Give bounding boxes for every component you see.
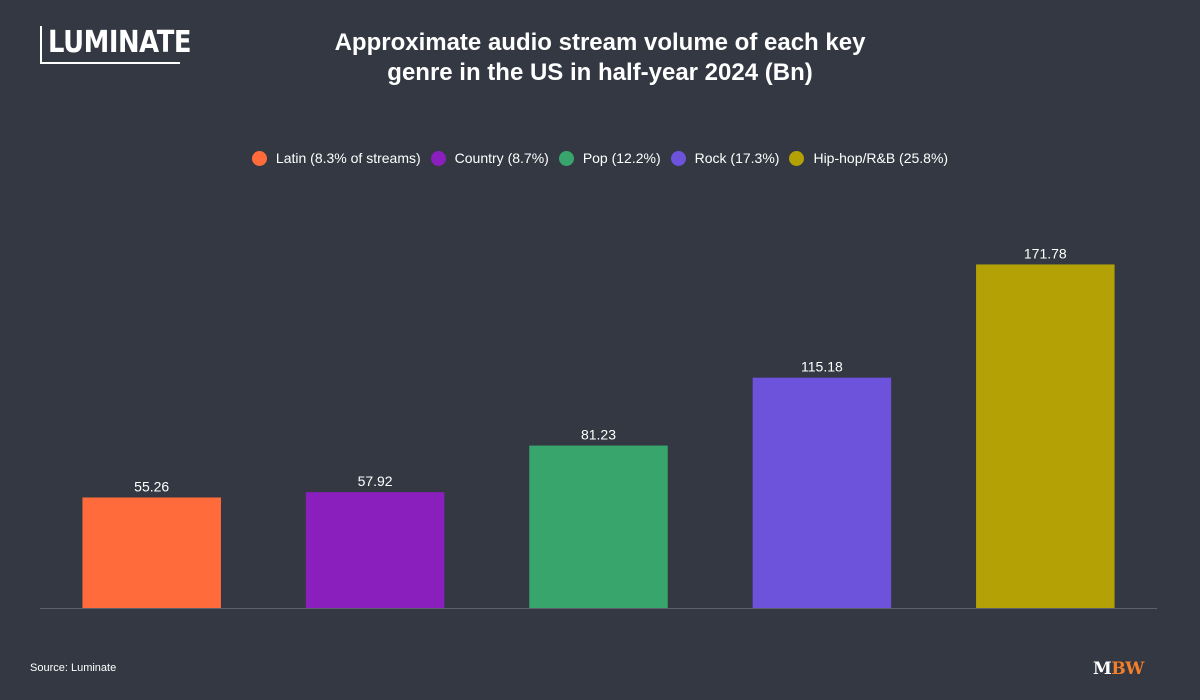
data-label-country: 57.92 [358,473,393,489]
source-note: Source: Luminate [30,662,117,674]
chart-title: Approximate audio stream volume of each … [230,28,970,88]
legend-swatch-rock [670,150,686,166]
legend-label-rock: Rock (17.3%) [694,150,780,166]
bar-country[interactable] [305,492,445,608]
bar-rock[interactable] [752,377,892,608]
legend-item-hiphop-rnb[interactable]: Hip-hop/R&B (25.8%) [789,150,948,166]
legend-label-hiphop-rnb: Hip-hop/R&B (25.8%) [813,150,949,166]
mbw-logo: MBW [1093,659,1144,679]
legend-swatch-country [430,150,446,166]
chart-legend: Latin (8.3% of streams) Country (8.7%) P… [0,150,1200,166]
data-label-latin: 55.26 [134,478,169,494]
data-label-pop: 81.23 [581,427,616,443]
chart-title-line-1: Approximate audio stream volume of each … [334,29,866,56]
legend-item-country[interactable]: Country (8.7%) [430,150,549,166]
legend-swatch-pop [558,150,574,166]
luminate-logo: LUMINATE [40,26,192,64]
legend-label-pop: Pop (12.2%) [582,150,661,166]
data-label-hiphop-rnb: 171.78 [1024,245,1067,261]
luminate-logo-text: LUMINATE [48,25,192,60]
legend-item-latin[interactable]: Latin (8.3% of streams) [251,150,421,166]
legend-label-latin: Latin (8.3% of streams) [275,150,421,166]
mbw-logo-m: M [1093,659,1112,679]
legend-swatch-latin [251,150,267,166]
data-label-rock: 115.18 [801,359,843,375]
bar-pop[interactable] [529,445,668,608]
chart-title-line-2: genre in the US in half-year 2024 (Bn) [387,59,813,86]
legend-swatch-hiphop-rnb [789,150,805,166]
mbw-logo-bw: BW [1111,659,1144,679]
legend-label-country: Country (8.7%) [454,150,549,166]
legend-item-pop[interactable]: Pop (12.2%) [558,150,661,166]
bar-hiphop-rnb[interactable] [976,264,1115,608]
legend-item-rock[interactable]: Rock (17.3%) [670,150,780,166]
bar-latin[interactable] [82,497,221,608]
